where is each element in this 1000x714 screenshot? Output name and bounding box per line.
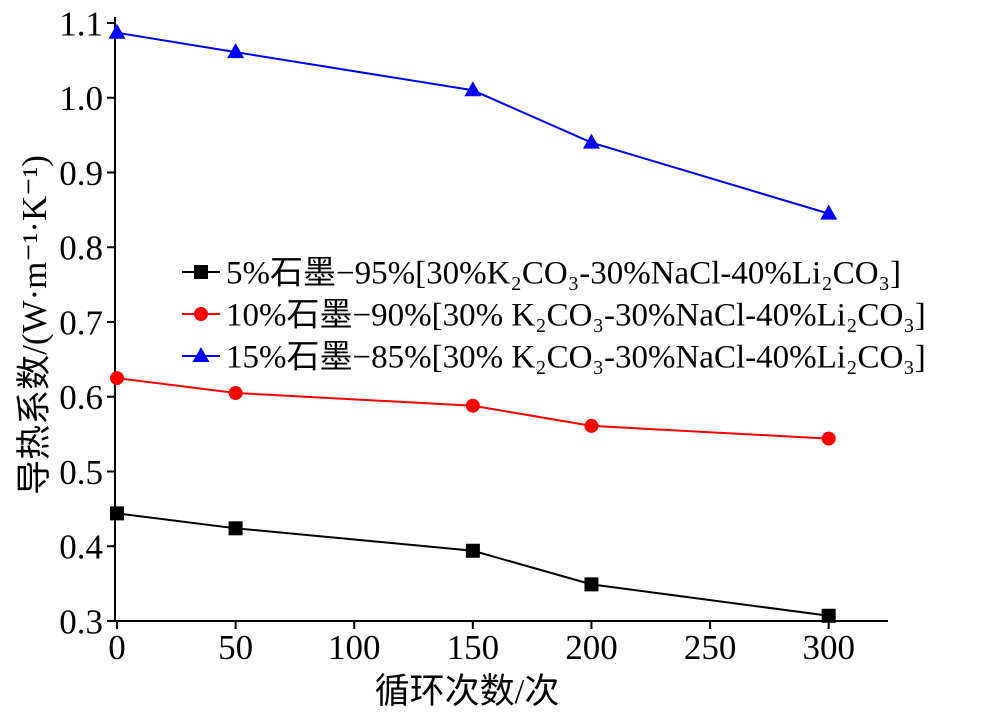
x-tick-label: 50 (218, 628, 253, 667)
legend-marker-1 (194, 265, 208, 279)
data-point-series3-1 (227, 43, 245, 59)
legend-marker-3 (192, 347, 210, 362)
data-point-series3-2 (464, 81, 482, 97)
y-tick-label: 1.1 (59, 4, 103, 43)
x-tick-label: 200 (565, 628, 618, 667)
y-tick-label: 0.7 (59, 303, 103, 342)
y-tick-label: 0.6 (59, 378, 103, 417)
data-point-series2-4 (821, 431, 836, 446)
legend: 5%石墨−95%[30%K₂CO₃-30%NaCl-40%Li₂CO₃] 10%石… (182, 256, 926, 376)
x-tick-label: 150 (447, 628, 500, 667)
y-tick-label: 0.8 (59, 229, 103, 268)
data-point-series1-3 (584, 577, 599, 592)
data-point-series3-3 (582, 133, 600, 149)
legend-label-1: 5%石墨−95%[30%K₂CO₃-30%NaCl-40%Li₂CO₃] (226, 256, 901, 292)
x-axis-label: 循环次数/次 (375, 672, 560, 711)
y-tick-label: 0.5 (59, 453, 103, 492)
data-point-series2-0 (110, 371, 124, 386)
legend-label-2: 10%石墨−90%[30% K₂CO₃-30%NaCl-40%Li₂CO₃] (226, 298, 926, 334)
y-tick-label: 0.9 (59, 154, 103, 193)
x-tick-label: 250 (684, 628, 737, 667)
series-group (108, 23, 838, 623)
axes: 0.3 0.4 0.5 0.6 0.7 0.8 0.9 1.0 1.1 0 50 100 150 200 2… (59, 4, 888, 667)
legend-label-3: 15%石墨−85%[30% K₂CO₃-30%NaCl-40%Li₂CO₃] (226, 340, 926, 376)
y-axis-label: 导热系数/(W·m⁻¹·K⁻¹) (15, 155, 54, 495)
data-point-series2-3 (584, 418, 599, 433)
data-point-series2-1 (228, 386, 243, 401)
y-tick-label: 0.4 (59, 528, 103, 567)
series-line-3 (116, 31, 829, 215)
legend-marker-2 (194, 307, 208, 321)
y-tick-label: 1.0 (59, 79, 103, 118)
y-tick-label: 0.3 (59, 602, 103, 641)
data-point-series3-4 (820, 204, 838, 220)
x-tick-label: 300 (802, 628, 855, 667)
data-point-series3-0 (108, 23, 126, 39)
x-tick-label: 100 (328, 628, 381, 667)
data-point-series1-2 (465, 543, 480, 558)
data-point-series2-2 (465, 398, 480, 413)
x-tick-label: 0 (108, 628, 126, 667)
data-point-series1-1 (228, 521, 243, 536)
series-line-1 (116, 512, 829, 617)
data-point-series1-0 (110, 506, 124, 521)
data-point-series1-4 (821, 608, 836, 623)
